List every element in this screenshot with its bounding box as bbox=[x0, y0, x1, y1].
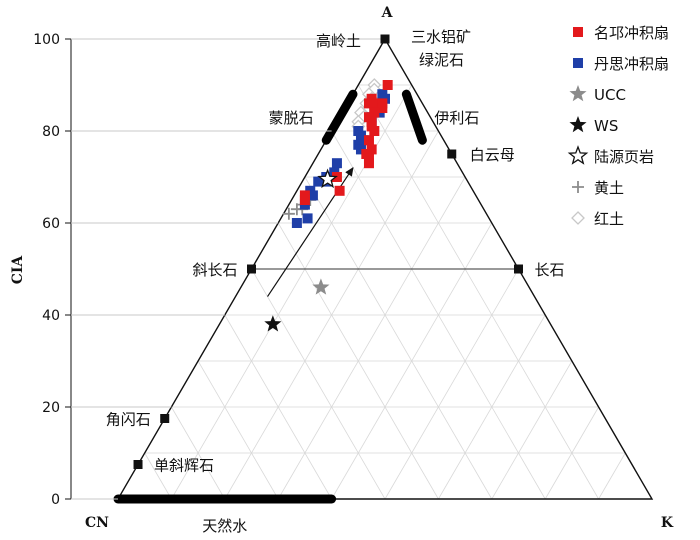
mineral-range-bar bbox=[401, 89, 427, 145]
data-point bbox=[369, 126, 380, 136]
legend-entry: 丹思冲积扇 bbox=[594, 55, 669, 73]
data-point bbox=[299, 195, 310, 205]
range-label: 伊利石 bbox=[434, 109, 479, 127]
legend-marker bbox=[571, 211, 585, 225]
range-label: 天然水 bbox=[202, 517, 247, 535]
legend-entry: 名邛冲积扇 bbox=[594, 24, 669, 42]
mineral-ranges bbox=[113, 89, 427, 504]
mineral-label: 长石 bbox=[535, 261, 565, 279]
grid-line-cn bbox=[251, 268, 386, 500]
legend-entry: UCC bbox=[594, 86, 626, 104]
legend-marker bbox=[569, 116, 587, 133]
data-point bbox=[282, 207, 295, 220]
data-points bbox=[264, 78, 393, 332]
y-tick-label: 20 bbox=[42, 400, 60, 416]
data-point bbox=[358, 135, 369, 146]
legend-entry: 红土 bbox=[594, 210, 624, 228]
data-point bbox=[366, 144, 377, 155]
data-point bbox=[363, 135, 374, 146]
grid-line-k bbox=[544, 406, 599, 500]
grid-line-cn bbox=[171, 406, 226, 500]
mineral-marker bbox=[514, 264, 523, 274]
legend-marker bbox=[569, 85, 587, 102]
data-point bbox=[382, 80, 393, 90]
grid-line-k bbox=[277, 176, 466, 500]
grid-line-cn bbox=[144, 452, 172, 500]
grid-line-cn bbox=[304, 176, 493, 500]
mineral-label: 斜长石 bbox=[192, 261, 237, 279]
mineral-marker bbox=[247, 264, 256, 274]
y-tick-label: 100 bbox=[33, 32, 60, 48]
legend-marker bbox=[573, 27, 583, 37]
data-point bbox=[369, 98, 380, 109]
legend-marker bbox=[567, 145, 589, 165]
range-label: 蒙脱石 bbox=[269, 109, 314, 127]
data-point bbox=[331, 158, 342, 169]
mineral-marker bbox=[133, 460, 143, 469]
grid-line-k bbox=[598, 452, 626, 500]
data-point bbox=[369, 107, 380, 118]
mineral-marker bbox=[380, 34, 390, 44]
legend-entry: WS bbox=[594, 117, 618, 135]
data-point bbox=[291, 218, 302, 228]
mineral-label: 单斜辉石 bbox=[154, 457, 214, 475]
legend-entry: 黄土 bbox=[594, 179, 624, 197]
y-axis-label: CIA bbox=[10, 255, 26, 285]
grid-line-cn bbox=[357, 84, 599, 500]
data-point bbox=[363, 158, 374, 169]
data-point bbox=[363, 98, 374, 109]
data-point bbox=[307, 190, 318, 201]
mineral-label: 绿泥石 bbox=[419, 51, 464, 69]
mineral-marker bbox=[447, 149, 457, 159]
y-tick-label: 80 bbox=[42, 124, 60, 140]
mineral-range-bar bbox=[321, 89, 358, 145]
legend-marker bbox=[572, 181, 584, 193]
data-point bbox=[264, 315, 282, 332]
mineral-label: 白云母 bbox=[470, 146, 515, 164]
y-tick-label: 40 bbox=[42, 308, 60, 324]
grid-line-cn bbox=[197, 360, 279, 500]
grid-line-k bbox=[384, 268, 519, 500]
vertex-label-top: A bbox=[381, 5, 394, 21]
y-axis-ticks: 0 20 40 60 80 100 bbox=[33, 32, 385, 508]
data-point bbox=[313, 176, 324, 187]
y-tick-label: 60 bbox=[42, 216, 60, 232]
mineral-label: 高岭土 bbox=[316, 32, 361, 50]
grid-lines bbox=[144, 84, 626, 500]
data-point bbox=[334, 185, 345, 196]
grid-line-k bbox=[491, 360, 573, 500]
grid-line-k bbox=[438, 314, 546, 500]
vertex-label-left: CN bbox=[85, 515, 109, 531]
data-point bbox=[355, 144, 366, 155]
mineral-marker bbox=[160, 414, 170, 423]
data-point bbox=[317, 168, 338, 189]
grid-line-cn bbox=[224, 314, 332, 500]
data-point bbox=[377, 103, 388, 113]
legend-entry: 陆源页岩 bbox=[594, 148, 654, 166]
mineral-label: 角闪石 bbox=[106, 411, 151, 429]
y-tick-label: 0 bbox=[51, 492, 60, 508]
data-point bbox=[331, 172, 342, 182]
data-point bbox=[302, 213, 313, 224]
data-point bbox=[312, 278, 330, 295]
vertex-label-right: K bbox=[661, 515, 674, 531]
legend-marker bbox=[573, 58, 583, 68]
mineral-label: 三水铝矿 bbox=[411, 28, 471, 46]
